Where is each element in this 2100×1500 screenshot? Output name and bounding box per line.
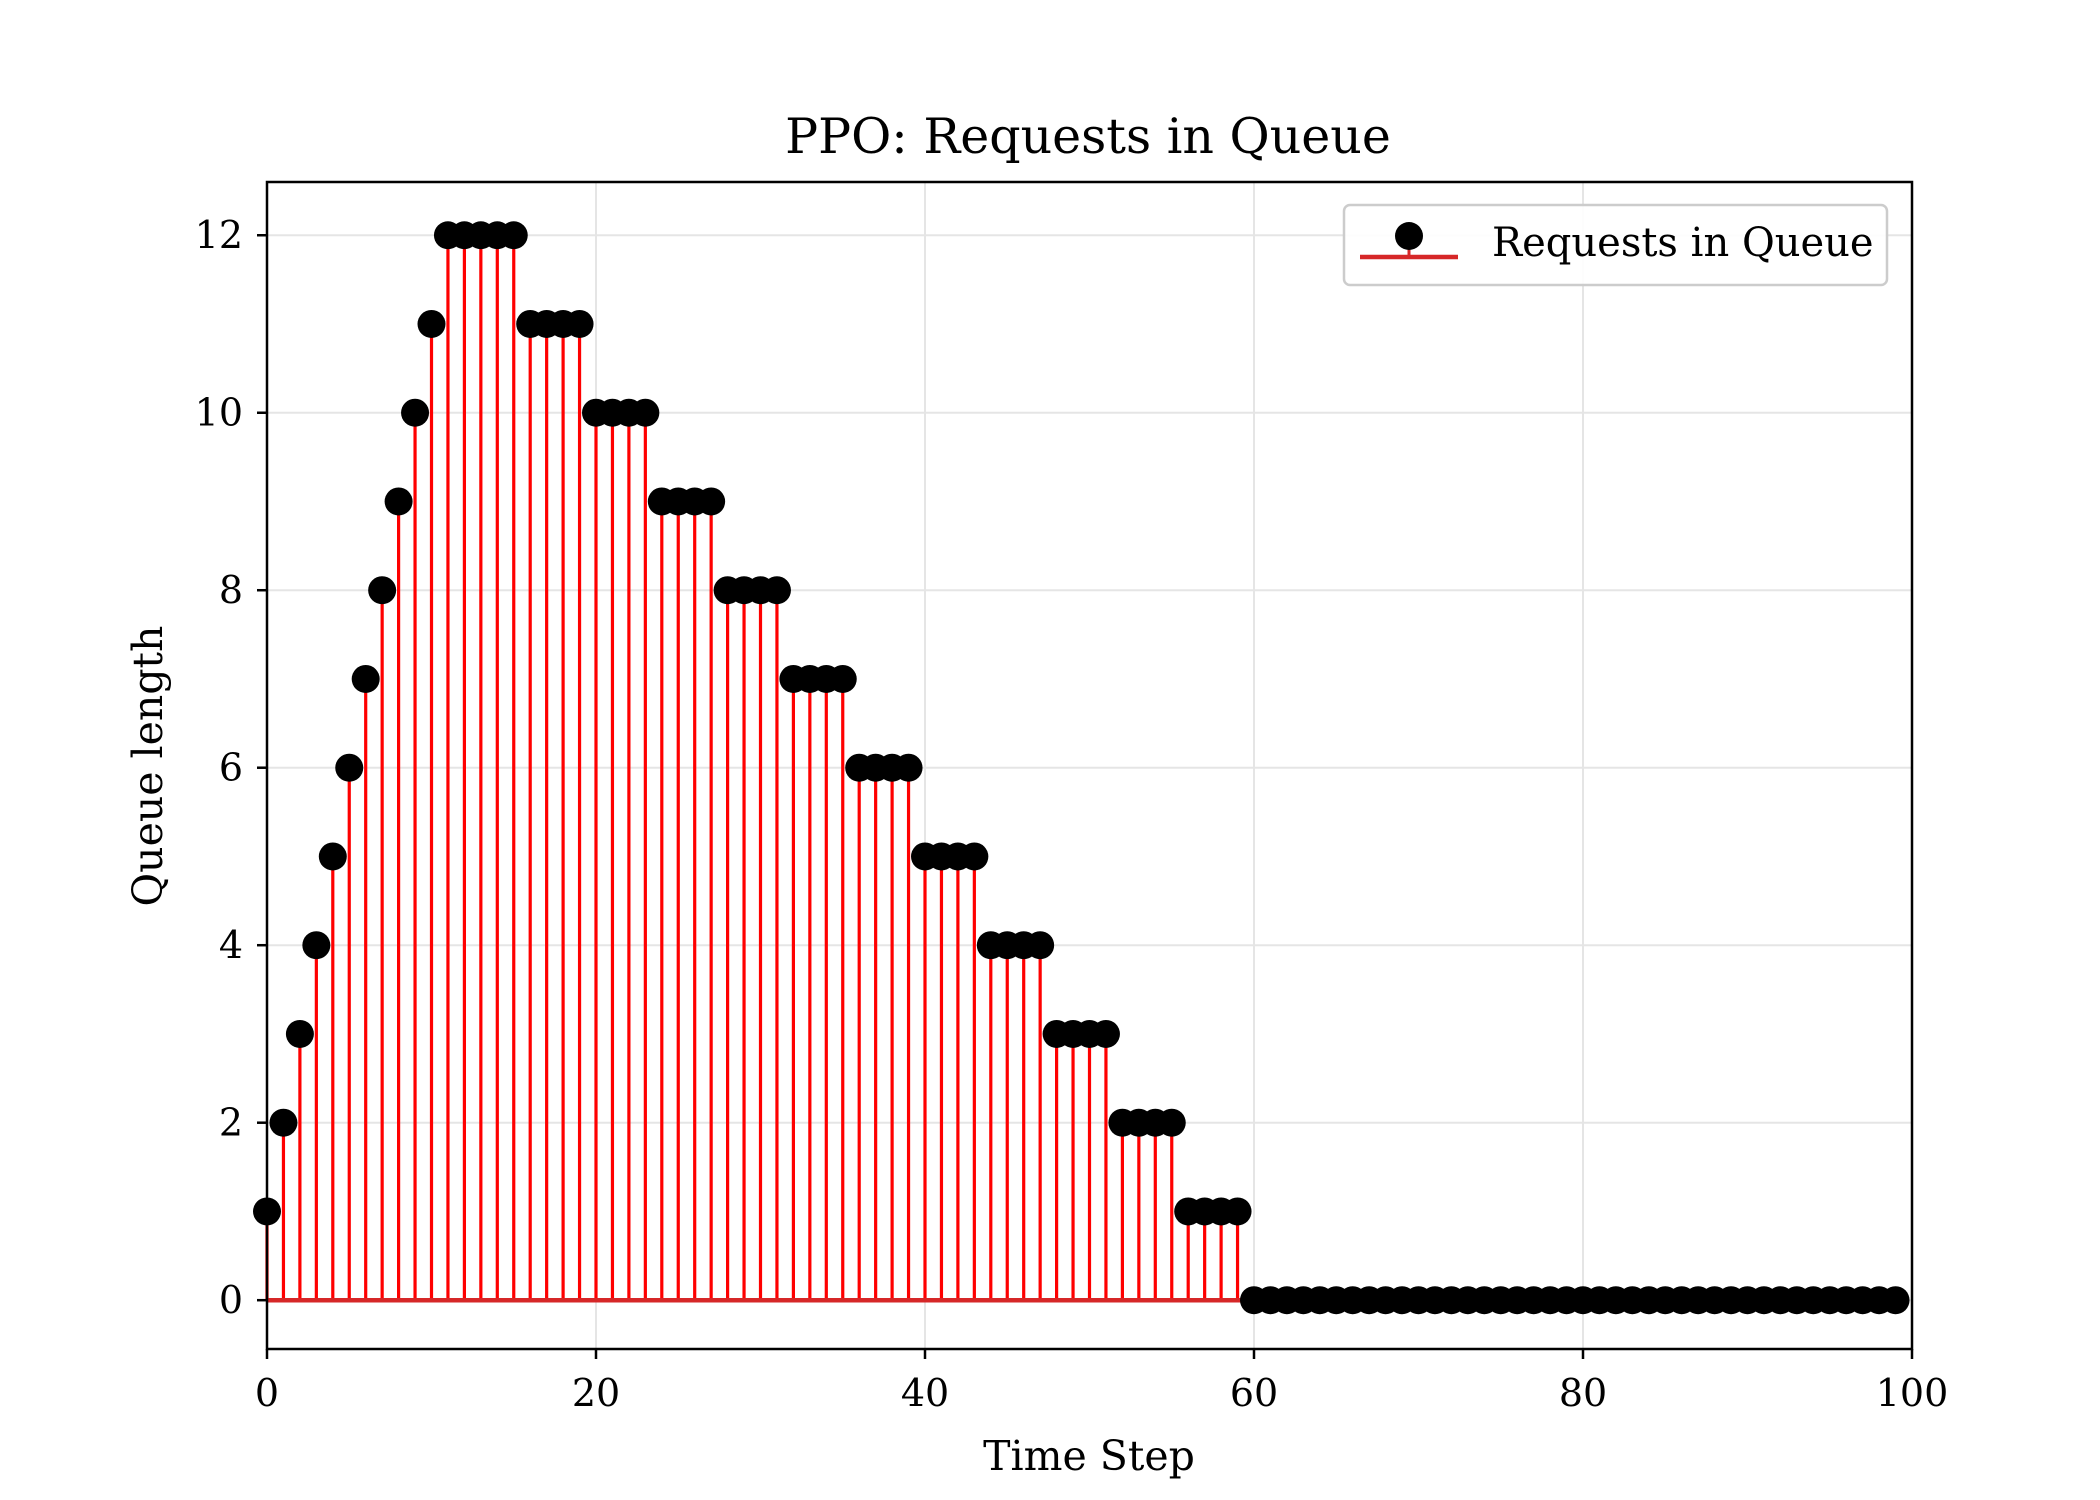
y-tick-label: 8 [219,568,243,612]
axes-frame [265,180,1914,1351]
data-point-marker [1223,1197,1252,1226]
legend-label: Requests in Queue [1492,220,1874,266]
data-point-marker [565,309,594,338]
legend-box [1342,203,1889,287]
x-axis-ticks: 0 20 40 60 80 100 [255,1349,1948,1415]
legend-marker-swatch [1395,222,1423,250]
data-point-marker [285,1019,314,1048]
data-point-marker [335,753,364,782]
data-point-marker [368,576,397,605]
data-point-marker [697,487,726,516]
y-tick-label: 12 [195,213,243,257]
data-point-marker [401,398,430,427]
y-tick-label: 4 [219,923,243,967]
y-axis-ticks: 0 2 4 6 8 10 12 [195,213,267,1322]
legend: Requests in Queue [1342,203,1889,287]
y-tick-label: 0 [219,1278,243,1322]
x-tick-label: 0 [255,1371,279,1415]
x-tick-label: 80 [1559,1371,1607,1415]
plot-area [253,182,1913,1349]
data-point-marker [894,753,923,782]
data-point-marker [302,931,331,960]
data-point-marker [269,1108,298,1137]
x-axis-label: Time Step [983,1432,1195,1480]
x-tick-label: 40 [901,1371,949,1415]
data-point-marker [1026,931,1055,960]
x-tick-label: 60 [1230,1371,1278,1415]
y-tick-label: 2 [219,1101,243,1145]
data-point-marker [1091,1019,1120,1048]
data-point-marker [351,664,380,693]
data-point-marker [960,842,989,871]
data-point-marker [384,487,413,516]
data-point-marker [1881,1286,1910,1315]
chart-title: PPO: Requests in Queue [785,108,1391,165]
data-point-marker [631,398,660,427]
y-tick-label: 6 [219,746,243,790]
data-point-marker [828,664,857,693]
data-point-marker [1157,1108,1186,1137]
data-point-marker [762,576,791,605]
stem-lines [265,235,1240,1301]
data-point-marker [318,842,347,871]
x-tick-label: 20 [572,1371,620,1415]
y-tick-label: 10 [195,391,243,435]
data-point-marker [417,309,446,338]
y-axis-label: Queue length [124,626,172,907]
data-point-marker [499,221,528,250]
x-tick-label: 100 [1876,1371,1949,1415]
markers [253,221,1910,1315]
